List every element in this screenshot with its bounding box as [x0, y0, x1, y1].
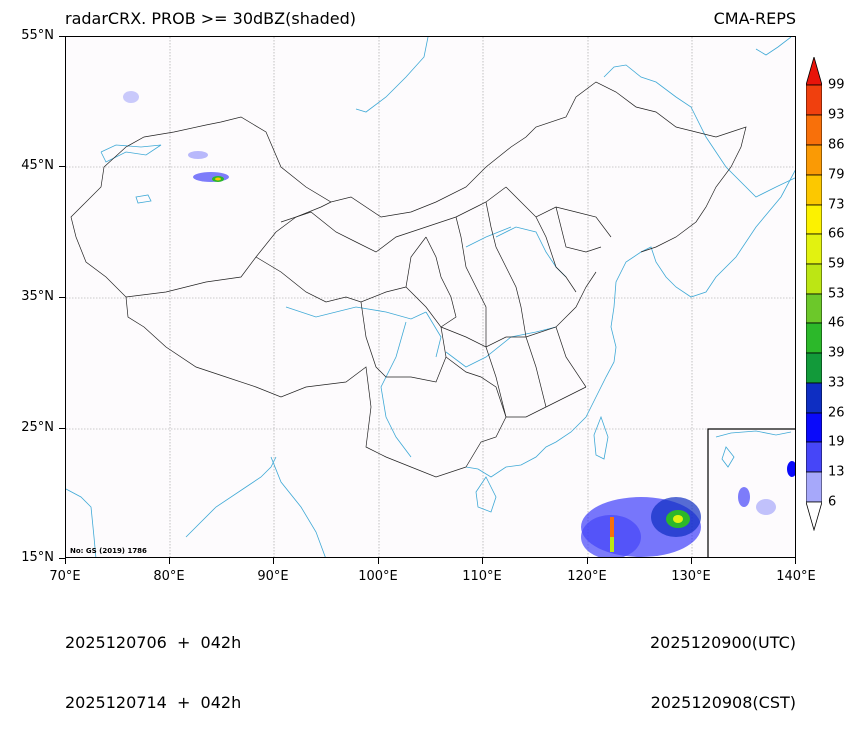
x-tick-mark — [587, 558, 588, 564]
colorbar-label: 13 — [828, 464, 845, 480]
colorbar-label: 59 — [828, 256, 845, 272]
y-tick-35n: 35°N — [21, 289, 54, 304]
y-tick-mark — [59, 36, 65, 37]
colorbar-label: 6 — [828, 494, 837, 510]
x-tick-110e: 110°E — [462, 569, 502, 584]
colorbar-label: 33 — [828, 375, 845, 391]
x-tick-mark — [691, 558, 692, 564]
coastlines-rivers — [66, 37, 795, 557]
map-canvas — [66, 37, 795, 557]
x-tick-mark — [482, 558, 483, 564]
init-time-cst: 2025120714 + 042h — [65, 693, 242, 712]
colorbar-label: 93 — [828, 107, 845, 123]
x-tick-mark — [273, 558, 274, 564]
y-tick-55n: 55°N — [21, 28, 54, 43]
x-tick-mark — [65, 558, 66, 564]
colorbar-label: 26 — [828, 405, 845, 421]
colorbar — [806, 57, 822, 531]
init-time-block: 2025120706 + 042h 2025120714 + 042h — [65, 593, 241, 733]
valid-time-cst: 2025120908(CST) — [650, 693, 796, 712]
y-tick-mark — [59, 166, 65, 167]
colorbar-label: 39 — [828, 345, 845, 361]
valid-time-block: 2025120900(UTC) 2025120908(CST) — [650, 593, 796, 733]
colorbar-label: 73 — [828, 197, 845, 213]
x-tick-130e: 130°E — [671, 569, 711, 584]
y-tick-mark — [59, 558, 65, 559]
y-tick-15n: 15°N — [21, 550, 54, 565]
gridlines — [66, 37, 795, 557]
chart-title: radarCRX. PROB >= 30dBZ(shaded) — [65, 9, 357, 28]
south-china-sea-inset — [707, 428, 795, 557]
map-plot-area[interactable]: No: GS (2019) 1786 — [65, 36, 796, 558]
borders — [70, 81, 747, 478]
y-tick-mark — [59, 297, 65, 298]
y-tick-mark — [59, 428, 65, 429]
x-tick-120e: 120°E — [567, 569, 607, 584]
x-tick-mark — [378, 558, 379, 564]
x-tick-mark — [795, 558, 796, 564]
probability-shading — [123, 91, 795, 557]
x-tick-100e: 100°E — [358, 569, 398, 584]
review-number: No: GS (2019) 1786 — [70, 547, 147, 555]
init-time-utc: 2025120706 + 042h — [65, 633, 242, 652]
colorbar-label: 86 — [828, 137, 845, 153]
valid-time-utc: 2025120900(UTC) — [650, 633, 796, 652]
colorbar-label: 53 — [828, 286, 845, 302]
x-tick-80e: 80°E — [153, 569, 185, 584]
inset-content — [715, 430, 795, 515]
colorbar-label: 19 — [828, 434, 845, 450]
y-tick-45n: 45°N — [21, 158, 54, 173]
model-name: CMA-REPS — [713, 9, 796, 28]
x-tick-90e: 90°E — [257, 569, 289, 584]
x-tick-70e: 70°E — [49, 569, 81, 584]
y-tick-25n: 25°N — [21, 420, 54, 435]
colorbar-label: 79 — [828, 167, 845, 183]
colorbar-label: 66 — [828, 226, 845, 242]
colorbar-label: 46 — [828, 315, 845, 331]
x-tick-140e: 140°E — [776, 569, 816, 584]
x-tick-mark — [169, 558, 170, 564]
colorbar-label: 99 — [828, 77, 845, 93]
